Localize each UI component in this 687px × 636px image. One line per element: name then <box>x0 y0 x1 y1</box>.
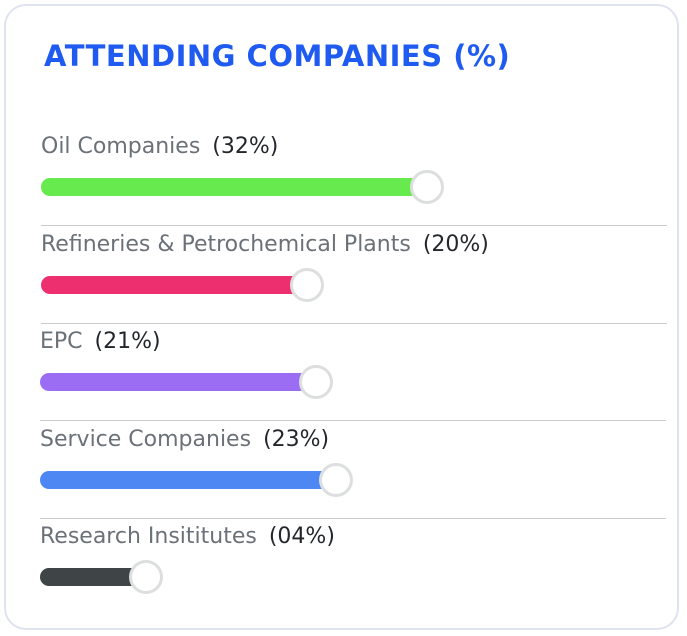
category-percent: (23%) <box>263 427 330 452</box>
row-divider <box>41 225 667 226</box>
bar-fill <box>40 373 316 391</box>
chart-title: ATTENDING COMPANIES (%) <box>44 39 511 73</box>
bar-knob <box>290 268 324 302</box>
bar-row: Research Insititutes (04%) <box>40 524 687 621</box>
bar-row: Oil Companies (32%) <box>41 134 687 231</box>
bar-knob <box>129 560 163 594</box>
bar-fill <box>41 276 307 294</box>
category-name: EPC <box>40 329 83 354</box>
bar-knob <box>299 365 333 399</box>
bar-label: Oil Companies (32%) <box>41 134 278 160</box>
bar-fill <box>41 178 427 196</box>
bar-knob <box>319 463 353 497</box>
bar-label: Research Insititutes (04%) <box>40 524 335 550</box>
bar-fill <box>40 568 146 586</box>
category-percent: (32%) <box>212 134 279 159</box>
bar-label: EPC (21%) <box>40 329 161 355</box>
category-name: Service Companies <box>40 427 252 452</box>
bar-fill <box>40 471 336 489</box>
category-percent: (04%) <box>268 524 335 549</box>
bar-label: Service Companies (23%) <box>40 427 329 453</box>
category-percent: (20%) <box>422 232 489 257</box>
category-percent: (21%) <box>94 329 161 354</box>
bar-label: Refineries & Petrochemical Plants (20%) <box>41 232 489 258</box>
row-divider <box>40 420 666 421</box>
bar-knob <box>410 170 444 204</box>
bar-rows: Oil Companies (32%) Refineries & Petrochem… <box>6 6 677 628</box>
attending-companies-card: ATTENDING COMPANIES (%) Oil Companies (32… <box>4 4 679 630</box>
bar-row: Refineries & Petrochemical Plants (20%) <box>41 232 687 329</box>
category-name: Research Insititutes <box>40 524 257 549</box>
row-divider <box>41 323 667 324</box>
category-name: Refineries & Petrochemical Plants <box>41 232 411 257</box>
row-divider <box>40 518 666 519</box>
bar-row: EPC (21%) <box>40 329 687 426</box>
category-name: Oil Companies <box>41 134 201 159</box>
bar-row: Service Companies (23%) <box>40 427 687 524</box>
